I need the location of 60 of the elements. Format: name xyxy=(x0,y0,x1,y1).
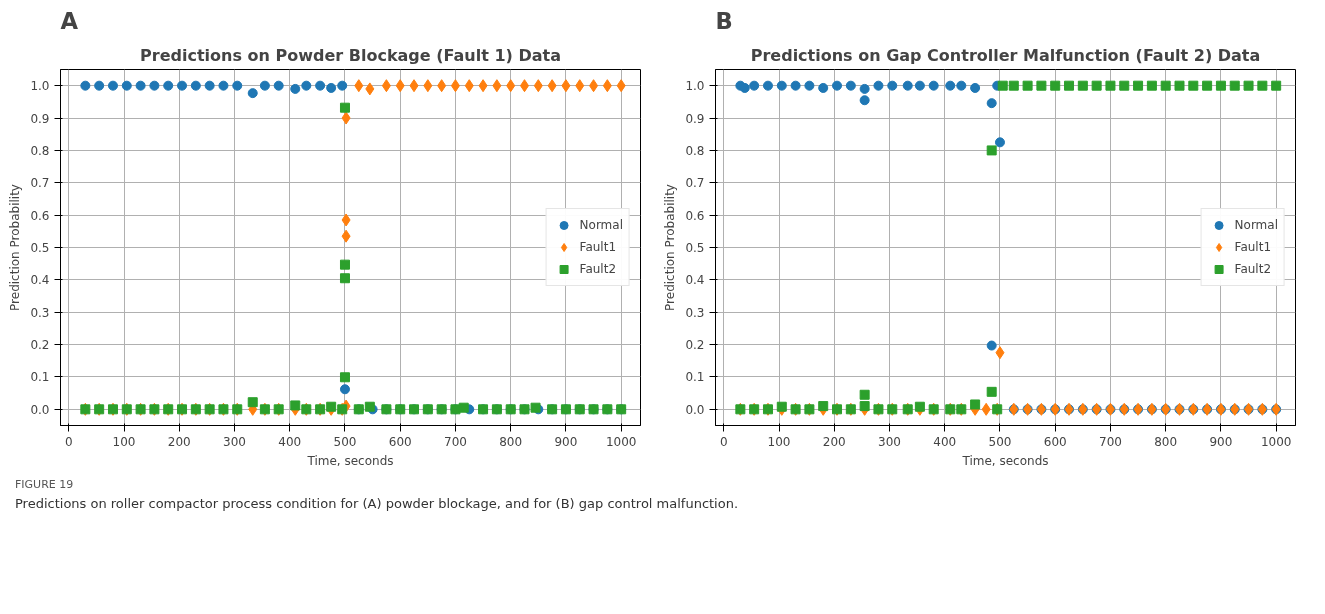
x-tick-label: 0 xyxy=(719,434,728,449)
y-tick-label: 0.2 xyxy=(30,338,50,353)
x-tick-label: 300 xyxy=(223,434,246,449)
chart-title: Predictions on Gap Controller Malfunction (Fault 2) Data xyxy=(750,45,1261,65)
y-tick-label: 0.1 xyxy=(30,370,50,385)
text: B xyxy=(715,7,733,34)
x-tick-label: 600 xyxy=(388,434,412,449)
x-axis-title: Time, seconds xyxy=(306,453,394,468)
legend-label: Fault1 xyxy=(1234,240,1272,254)
x-tick-label: 200 xyxy=(167,434,191,449)
x-tick-label: 500 xyxy=(333,434,357,449)
chart-title: Predictions on Powder Blockage (Fault 1) Data xyxy=(140,45,561,65)
x-tick-label: 700 xyxy=(1099,434,1122,449)
x-axis-title: Time, seconds xyxy=(961,453,1049,468)
y-tick-label: 1.0 xyxy=(30,79,50,94)
y-tick-label: 0.1 xyxy=(685,370,705,385)
legend-label: Fault1 xyxy=(579,240,617,254)
y-tick-label: 1.0 xyxy=(685,79,705,94)
x-tick-label: 1000 xyxy=(605,434,637,449)
y-tick-label: 0.3 xyxy=(30,305,50,320)
x-tick-label: 700 xyxy=(444,434,467,449)
y-tick-label: 0.4 xyxy=(30,273,50,288)
y-tick-label: 0.7 xyxy=(30,176,50,191)
x-tick-label: 300 xyxy=(878,434,901,449)
x-tick-label: 600 xyxy=(1043,434,1067,449)
x-tick-label: 100 xyxy=(112,434,136,449)
x-tick-label: 100 xyxy=(767,434,791,449)
y-tick-label: 0.4 xyxy=(685,273,705,288)
y-tick-label: 0.7 xyxy=(685,176,705,191)
y-tick-label: 0.8 xyxy=(30,143,50,158)
x-tick-label: 500 xyxy=(988,434,1012,449)
legend-label: Fault2 xyxy=(1234,262,1272,276)
text: Predictions on roller compactor process condition for (A) powder blockage, and for (B) gap control malfunction. xyxy=(15,494,739,513)
caption: FIGURE 19 xyxy=(15,477,75,493)
x-tick-label: 800 xyxy=(499,434,523,449)
x-tick-label: 400 xyxy=(278,434,302,449)
y-tick-label: 0.3 xyxy=(685,305,705,320)
y-axis-title: Prediction Probability xyxy=(8,184,23,311)
y-axis-title: Prediction Probability xyxy=(663,184,678,311)
x-tick-label: 900 xyxy=(554,434,578,449)
legend-label: Fault2 xyxy=(579,262,617,276)
x-tick-label: 800 xyxy=(1154,434,1178,449)
x-tick-label: 400 xyxy=(933,434,957,449)
y-tick-label: 0.2 xyxy=(685,338,705,353)
x-tick-label: 0 xyxy=(64,434,73,449)
y-tick-label: 0.6 xyxy=(685,208,705,223)
legend-label: Normal xyxy=(1234,218,1278,232)
y-tick-label: 0.5 xyxy=(30,241,50,255)
legend-label: Normal xyxy=(579,218,623,232)
x-tick-label: 200 xyxy=(822,434,846,449)
y-tick-label: 0.9 xyxy=(30,111,50,126)
text: A xyxy=(60,7,79,34)
y-tick-label: 0.0 xyxy=(685,402,705,417)
y-tick-label: 0.6 xyxy=(30,208,50,223)
y-tick-label: 0.8 xyxy=(685,143,705,158)
y-tick-label: 0.9 xyxy=(685,111,705,126)
y-tick-label: 0.5 xyxy=(685,241,705,255)
x-tick-label: 1000 xyxy=(1260,434,1292,449)
y-tick-label: 0.0 xyxy=(30,402,50,417)
x-tick-label: 900 xyxy=(1209,434,1233,449)
